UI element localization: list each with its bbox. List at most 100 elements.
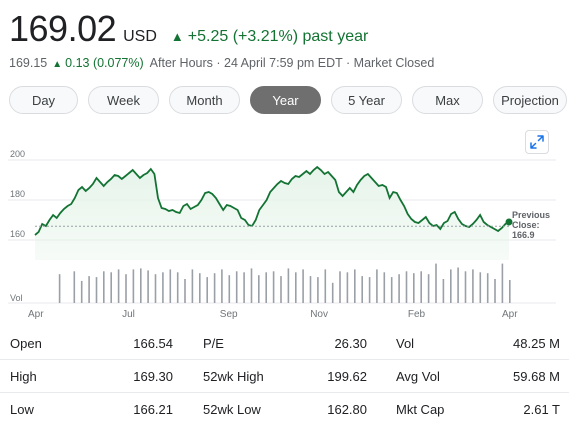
tab-month[interactable]: Month bbox=[169, 86, 240, 114]
volume-bar bbox=[331, 282, 334, 303]
stats-row-3: Low 166.21 52wk Low 162.80 Mkt Cap 2.61 … bbox=[0, 394, 569, 424]
volume-bar bbox=[110, 272, 112, 303]
up-arrow-icon: ▲ bbox=[170, 29, 184, 44]
stats-row-1: Open 166.54 P/E 26.30 Vol 48.25 M bbox=[0, 328, 569, 358]
volume-bar bbox=[95, 277, 98, 303]
volume-bar bbox=[501, 263, 504, 303]
after-hours-note: After Hours · 24 April 7:59 pm EDT · Mar… bbox=[149, 56, 435, 70]
volume-bar bbox=[464, 271, 467, 303]
volume-bar bbox=[184, 279, 186, 303]
volume-bar bbox=[103, 271, 105, 303]
stat-low-value: 166.21 bbox=[133, 402, 173, 417]
price-line bbox=[34, 165, 510, 236]
volume-bar bbox=[390, 277, 393, 303]
volume-bar bbox=[427, 274, 430, 303]
volume-bar bbox=[420, 271, 422, 303]
volume-bar bbox=[457, 267, 459, 303]
volume-bar bbox=[509, 280, 511, 303]
volume-bar bbox=[309, 276, 312, 303]
volume-bar bbox=[398, 274, 400, 303]
tab-5-year-label: 5 Year bbox=[348, 92, 385, 108]
expand-diagonal-icon bbox=[530, 135, 544, 149]
after-hours-change-text: 0.13 (0.077%) bbox=[65, 56, 144, 70]
current-price-dot bbox=[505, 218, 513, 226]
volume-bar bbox=[73, 271, 76, 303]
volume-bar bbox=[450, 269, 452, 303]
stat-pe-label: P/E bbox=[203, 336, 224, 351]
volume-bar bbox=[176, 272, 179, 303]
x-tick-label: Jul bbox=[122, 309, 135, 320]
stat-mkt-cap-value: 2.61 T bbox=[523, 402, 560, 417]
volume-bar bbox=[472, 269, 474, 303]
tab-max-label: Max bbox=[435, 92, 460, 108]
stat-52wk-high-value: 199.62 bbox=[327, 369, 367, 384]
x-tick-label: Feb bbox=[408, 309, 426, 320]
volume-bar bbox=[199, 273, 201, 303]
volume-bar bbox=[191, 269, 194, 303]
volume-bar bbox=[494, 279, 496, 303]
stat-open-label: Open bbox=[10, 336, 42, 351]
tab-year-label: Year bbox=[272, 92, 299, 108]
tab-projection[interactable]: Projection bbox=[493, 86, 567, 114]
up-arrow-icon: ▲ bbox=[52, 59, 63, 70]
volume-bar bbox=[117, 269, 120, 303]
stat-52wk-low-value: 162.80 bbox=[327, 402, 367, 417]
volume-bar bbox=[346, 272, 349, 303]
volume-bar bbox=[88, 276, 90, 303]
y-tick-label: 160 bbox=[10, 229, 25, 239]
volume-bar bbox=[383, 272, 386, 303]
volume-bar bbox=[295, 272, 297, 303]
volume-bar bbox=[265, 272, 267, 303]
x-tick-label: Apr bbox=[502, 309, 518, 320]
volume-bar bbox=[479, 272, 482, 303]
tab-5-year[interactable]: 5 Year bbox=[331, 86, 402, 114]
volume-bar bbox=[272, 271, 275, 303]
volume-bar bbox=[125, 274, 127, 303]
volume-bar bbox=[280, 276, 282, 303]
x-tick-label: Sep bbox=[220, 309, 238, 320]
stat-52wk-low-label: 52wk Low bbox=[203, 402, 261, 417]
stats-divider bbox=[0, 359, 569, 360]
volume-bar bbox=[405, 271, 408, 303]
volume-bar bbox=[154, 274, 157, 303]
x-tick-label: Apr bbox=[28, 309, 44, 320]
volume-bar bbox=[58, 274, 61, 303]
stat-avg-vol-label: Avg Vol bbox=[396, 369, 440, 384]
volume-bar bbox=[376, 269, 378, 303]
volume-bar bbox=[80, 280, 83, 303]
volume-bar bbox=[162, 272, 164, 303]
volume-bar bbox=[302, 269, 304, 303]
volume-bar bbox=[140, 268, 142, 303]
tab-year[interactable]: Year bbox=[250, 86, 321, 114]
price-change-text: +5.25 (+3.21%) past year bbox=[187, 28, 369, 45]
tab-max[interactable]: Max bbox=[412, 86, 483, 114]
range-tabs: Day Week Month Year 5 Year Max Projectio… bbox=[9, 86, 567, 114]
price-header: 169.02 USD ▲ +5.25 (+3.21%) past year bbox=[9, 8, 368, 50]
volume-bar bbox=[361, 276, 363, 303]
tab-projection-label: Projection bbox=[501, 92, 559, 108]
x-tick-label: Nov bbox=[310, 309, 328, 320]
volume-bar bbox=[435, 263, 437, 303]
volume-bar bbox=[442, 279, 445, 303]
after-hours-change: ▲ 0.13 (0.077%) bbox=[52, 56, 143, 70]
tab-day[interactable]: Day bbox=[9, 86, 78, 114]
currency-label: USD bbox=[123, 28, 157, 45]
tab-week-label: Week bbox=[107, 92, 140, 108]
volume-bar bbox=[368, 277, 371, 303]
previous-close-label: 166.9 bbox=[512, 230, 535, 240]
tab-week[interactable]: Week bbox=[88, 86, 159, 114]
y-tick-label: 180 bbox=[10, 189, 25, 199]
current-price: 169.02 bbox=[9, 8, 117, 49]
stats-divider bbox=[0, 392, 569, 393]
stat-avg-vol-value: 59.68 M bbox=[513, 369, 560, 384]
volume-bar bbox=[206, 277, 208, 303]
stat-mkt-cap-label: Mkt Cap bbox=[396, 402, 445, 417]
stat-pe-value: 26.30 bbox=[334, 336, 367, 351]
volume-bar bbox=[228, 275, 231, 303]
volume-bar bbox=[235, 271, 238, 303]
y-tick-label: 200 bbox=[10, 149, 25, 159]
expand-chart-button[interactable] bbox=[525, 130, 549, 154]
volume-bar bbox=[221, 269, 223, 303]
price-area-fill bbox=[35, 167, 509, 260]
